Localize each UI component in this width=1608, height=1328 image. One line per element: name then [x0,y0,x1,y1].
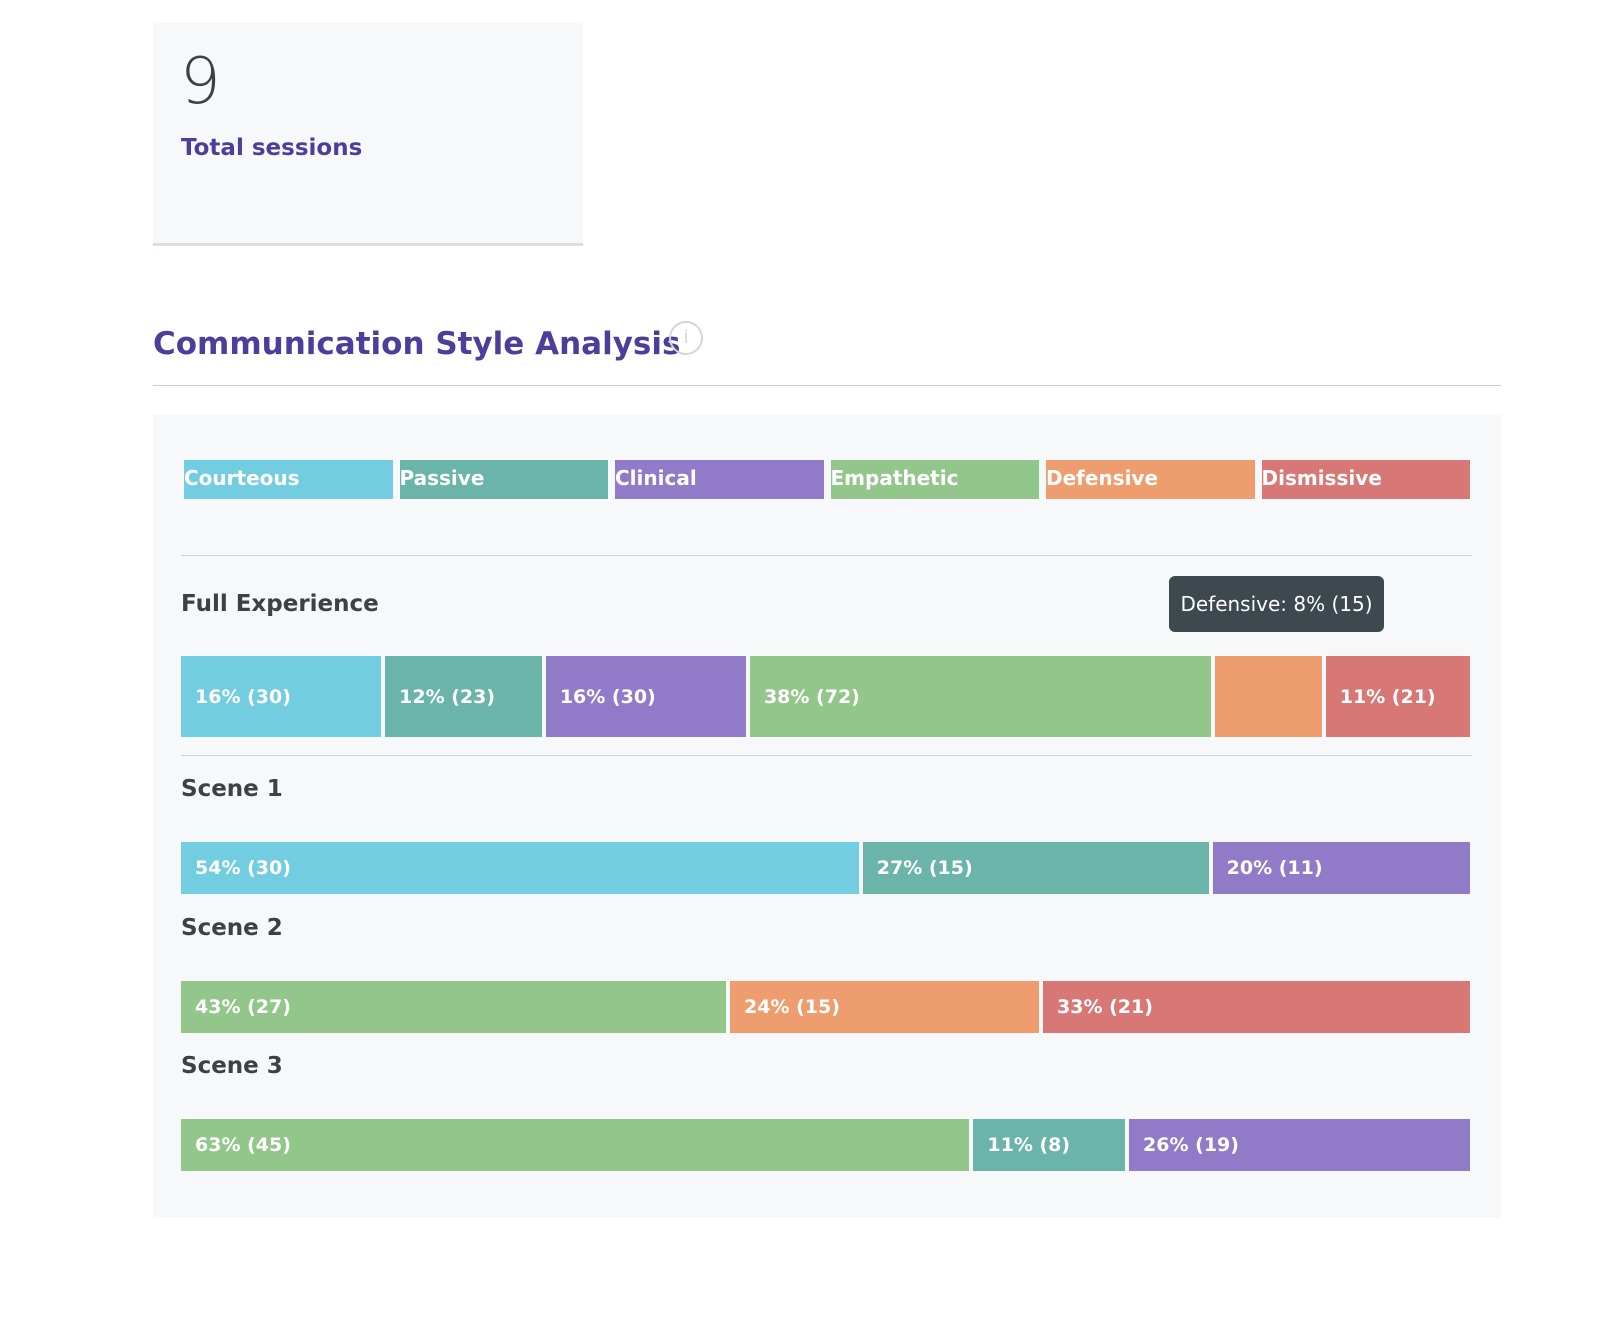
total-sessions-value: 9 [180,45,221,119]
total-sessions-card: 9 Total sessions [153,22,583,246]
legend-divider [181,555,1472,556]
communication-style-panel: Courteous Passive Clinical Empathetic Defens… [153,415,1501,1218]
legend-item-courteous[interactable]: Courteous [184,460,393,499]
bar-segment-courteous[interactable]: 54% (30) [181,842,859,894]
bar-segment-defensive[interactable] [1214,656,1322,737]
row-label: Full Experience [181,591,379,617]
bar-segment-empathetic[interactable]: 38% (72) [749,656,1211,737]
section-title: Communication Style Analysis [153,326,681,362]
bar-segment-clinical[interactable]: 16% (30) [545,656,746,737]
bar-segment-dismissive[interactable]: 33% (21) [1043,981,1470,1033]
legend-item-dismissive[interactable]: Dismissive [1261,460,1470,499]
bar-segment-empathetic[interactable]: 63% (45) [181,1119,970,1171]
bar-segment-passive[interactable]: 27% (15) [862,842,1209,894]
row-label: Scene 1 [181,776,283,802]
section-divider [153,385,1501,386]
row-label: Scene 2 [181,915,283,941]
stacked-bar: 63% (45) 11% (8) 26% (19) [181,1119,1470,1171]
bar-segment-passive[interactable]: 12% (23) [385,656,542,737]
bar-tooltip: Defensive: 8% (15) [1169,576,1384,632]
total-sessions-label: Total sessions [181,135,363,161]
bar-segment-clinical[interactable]: 20% (11) [1212,842,1470,894]
stacked-bar: 43% (27) 24% (15) 33% (21) [181,981,1470,1033]
stacked-bar: 16% (30) 12% (23) 16% (30) 38% (72) 11% (21) [181,656,1470,737]
bar-segment-empathetic[interactable]: 43% (27) [181,981,726,1033]
legend-item-empathetic[interactable]: Empathetic [830,460,1039,499]
row-divider [181,755,1472,756]
bar-segment-clinical[interactable]: 26% (19) [1129,1119,1470,1171]
legend-item-defensive[interactable]: Defensive [1046,460,1255,499]
row-label: Scene 3 [181,1053,283,1079]
legend: Courteous Passive Clinical Empathetic Defens… [184,460,1470,499]
bar-segment-courteous[interactable]: 16% (30) [181,656,382,737]
bar-segment-dismissive[interactable]: 11% (21) [1325,656,1470,737]
bar-segment-passive[interactable]: 11% (8) [973,1119,1126,1171]
legend-item-clinical[interactable]: Clinical [615,460,824,499]
legend-item-passive[interactable]: Passive [399,460,608,499]
stacked-bar: 54% (30) 27% (15) 20% (11) [181,842,1470,894]
info-icon[interactable]: i [669,321,703,355]
bar-segment-defensive[interactable]: 24% (15) [730,981,1039,1033]
